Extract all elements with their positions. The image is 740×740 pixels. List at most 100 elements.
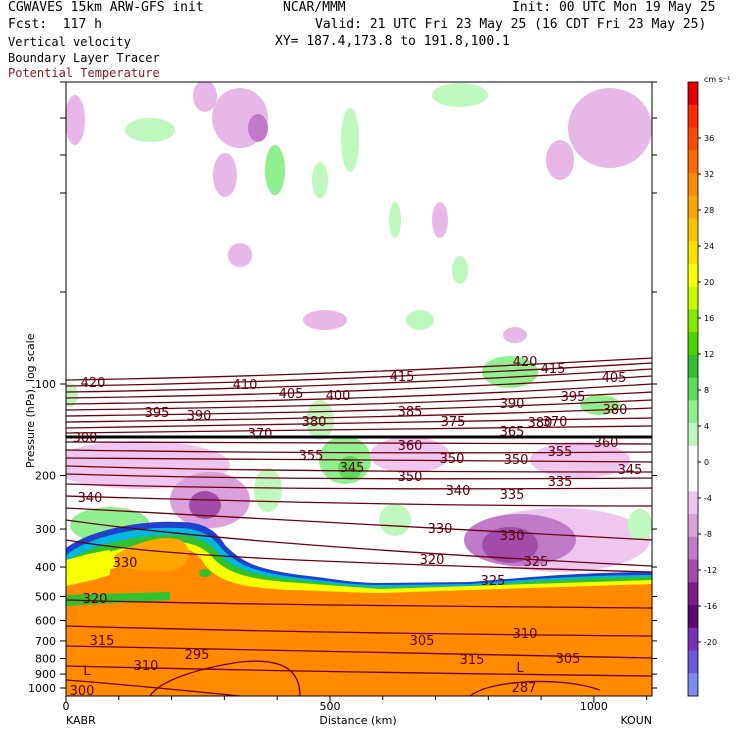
colorbar-tick-label: 36 bbox=[704, 134, 714, 143]
theta-label: 405 bbox=[279, 387, 304, 402]
institution-label: NCAR/MMM bbox=[283, 0, 346, 15]
theta-label-text: 345 bbox=[340, 461, 365, 476]
theta-label: 350 bbox=[398, 470, 423, 485]
y-tick-label: 1000 bbox=[28, 682, 56, 695]
theta-label-text: 355 bbox=[299, 449, 324, 464]
colorbar-swatch bbox=[688, 423, 698, 447]
colorbar-swatch bbox=[688, 263, 698, 288]
plot-frame bbox=[65, 81, 653, 697]
colorbar-swatch bbox=[688, 286, 698, 310]
theta-label: 310 bbox=[134, 659, 159, 674]
colorbar-tick-label: -8 bbox=[704, 530, 712, 539]
theta-label: 335 bbox=[500, 488, 525, 503]
theta-label-text: 335 bbox=[548, 475, 573, 490]
colorbar-tick-label: 0 bbox=[704, 458, 709, 467]
forecast-hour: Fcst: 117 h bbox=[8, 17, 102, 32]
theta-label: 415 bbox=[390, 370, 415, 385]
theta-label-text: 300 bbox=[73, 431, 98, 446]
colorbar-swatch bbox=[688, 241, 698, 265]
theta-label: 380 bbox=[528, 416, 553, 431]
x-axis-title: Distance (km) bbox=[319, 714, 396, 727]
init-time: Init: 00 UTC Mon 19 May 25 bbox=[512, 0, 716, 15]
colorbar-swatch bbox=[688, 559, 698, 583]
theta-label-text: 380 bbox=[302, 415, 327, 430]
y-tick-label: 500 bbox=[35, 590, 56, 603]
colorbar-swatch bbox=[688, 377, 698, 401]
theta-label: 370 bbox=[543, 415, 568, 430]
colorbar-swatch bbox=[688, 468, 698, 492]
theta-label-text: 315 bbox=[460, 653, 485, 668]
theta-label: 395 bbox=[561, 390, 586, 405]
theta-label-text: 340 bbox=[78, 491, 103, 506]
colorbar-swatch bbox=[688, 127, 698, 151]
theta-label: 360 bbox=[398, 439, 423, 454]
theta-label-text: 395 bbox=[561, 390, 586, 405]
theta-label-text: 420 bbox=[513, 355, 538, 370]
colorbar-swatch bbox=[688, 309, 698, 333]
theta-label-text: 415 bbox=[541, 362, 566, 377]
y-tick-label: 600 bbox=[35, 615, 56, 628]
theta-label-text: 385 bbox=[398, 405, 423, 420]
colorbar-swatch bbox=[688, 82, 698, 106]
theta-label: 355 bbox=[548, 445, 573, 460]
theta-label: 405 bbox=[602, 371, 627, 386]
colorbar-tick-label: 8 bbox=[704, 386, 709, 395]
colorbar-swatch bbox=[688, 354, 698, 379]
x-tick-label: 0 bbox=[63, 700, 70, 713]
colorbar-tick-label: -20 bbox=[704, 638, 717, 647]
theta-label: 420 bbox=[81, 376, 106, 391]
theta-label: 350 bbox=[504, 453, 529, 468]
theta-label: 400 bbox=[326, 389, 351, 404]
colorbar-units: cm s⁻¹ bbox=[704, 75, 730, 84]
colorbar-swatch bbox=[688, 605, 698, 629]
theta-label: 350 bbox=[440, 452, 465, 467]
theta-label-text: 370 bbox=[248, 427, 273, 442]
colorbar-tick-label: 24 bbox=[704, 242, 714, 251]
velocity-blobs-upper bbox=[66, 82, 652, 343]
y-tick-label: 900 bbox=[35, 668, 56, 681]
colorbar-swatch bbox=[688, 627, 698, 652]
theta-label-text: 360 bbox=[594, 436, 619, 451]
theta-label: 340 bbox=[446, 484, 471, 499]
theta-label: 345 bbox=[618, 463, 643, 478]
colorbar-swatch bbox=[688, 491, 698, 515]
field-label-potential-temperature: Potential Temperature bbox=[8, 66, 160, 80]
theta-label: 380 bbox=[302, 415, 327, 430]
y-tick-label: 800 bbox=[35, 653, 56, 666]
theta-label: 295 bbox=[185, 648, 210, 663]
theta-label: 345 bbox=[340, 461, 365, 476]
theta-label-text: 405 bbox=[279, 387, 304, 402]
colorbar-tick-label: -12 bbox=[704, 566, 717, 575]
theta-label: 420 bbox=[513, 355, 538, 370]
theta-label-text: 295 bbox=[185, 648, 210, 663]
cross-section-endpoints: XY= 187.4,173.8 to 191.8,100.1 bbox=[275, 34, 510, 49]
theta-contours bbox=[66, 357, 652, 696]
theta-label: 325 bbox=[481, 574, 506, 589]
low-marker: L bbox=[83, 664, 91, 679]
x-tick-label: 500 bbox=[319, 700, 340, 713]
theta-label-text: 365 bbox=[500, 425, 525, 440]
colorbar-tick-label: 32 bbox=[704, 170, 714, 179]
theta-label: 415 bbox=[541, 362, 566, 377]
theta-label: 330 bbox=[500, 529, 525, 544]
theta-label-text: 320 bbox=[83, 592, 108, 607]
y-tick-label: 300 bbox=[35, 523, 56, 536]
colorbar-swatch bbox=[688, 150, 698, 174]
theta-label: 287 bbox=[512, 681, 537, 696]
end-station-label: KOUN bbox=[620, 714, 652, 727]
low-marker: L bbox=[516, 661, 524, 676]
theta-label-text: 300 bbox=[70, 684, 95, 699]
theta-label-text: 380 bbox=[603, 403, 628, 418]
colorbar-tick-label: 28 bbox=[704, 206, 714, 215]
theta-label-text: 305 bbox=[410, 634, 435, 649]
theta-label-text: 400 bbox=[326, 389, 351, 404]
theta-label: 385 bbox=[398, 405, 423, 420]
colorbar-swatch bbox=[688, 445, 698, 470]
theta-label: 395 bbox=[145, 406, 170, 421]
model-title: CGWAVES 15km ARW-GFS init bbox=[8, 0, 204, 15]
start-station-label: KABR bbox=[66, 714, 96, 727]
theta-label-text: 325 bbox=[481, 574, 506, 589]
colorbar-tick-label: 16 bbox=[704, 314, 714, 323]
colorbar: 36 32 28 24 20 16 12 8 4 0 -4 -8 -12 -16 -20 bbox=[687, 81, 717, 697]
